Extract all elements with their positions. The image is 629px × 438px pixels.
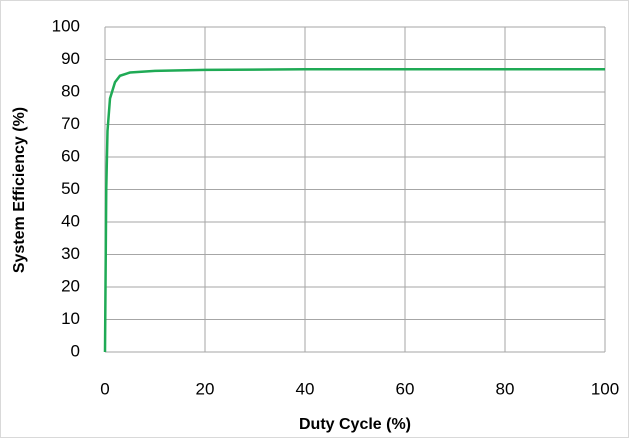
y-tick-label: 100 bbox=[52, 16, 80, 35]
x-tick-label: 0 bbox=[100, 379, 109, 398]
x-tick-label: 80 bbox=[496, 379, 515, 398]
y-tick-label: 30 bbox=[61, 244, 80, 263]
y-tick-label: 90 bbox=[61, 49, 80, 68]
y-tick-label: 20 bbox=[61, 276, 80, 295]
x-axis-title: Duty Cycle (%) bbox=[299, 416, 411, 433]
x-tick-label: 20 bbox=[196, 379, 215, 398]
y-tick-label: 10 bbox=[61, 309, 80, 328]
y-tick-label: 40 bbox=[61, 211, 80, 230]
data-line bbox=[103, 68, 605, 353]
y-axis-title: System Efficiency (%) bbox=[11, 107, 28, 273]
x-tick-label: 40 bbox=[296, 379, 315, 398]
x-tick-label: 100 bbox=[591, 379, 619, 398]
x-tick-label: 60 bbox=[396, 379, 415, 398]
y-tick-label: 0 bbox=[71, 341, 80, 360]
y-tick-label: 60 bbox=[61, 146, 80, 165]
y-tick-label: 80 bbox=[61, 81, 80, 100]
y-tick-label: 70 bbox=[61, 114, 80, 133]
y-tick-label: 50 bbox=[61, 179, 80, 198]
